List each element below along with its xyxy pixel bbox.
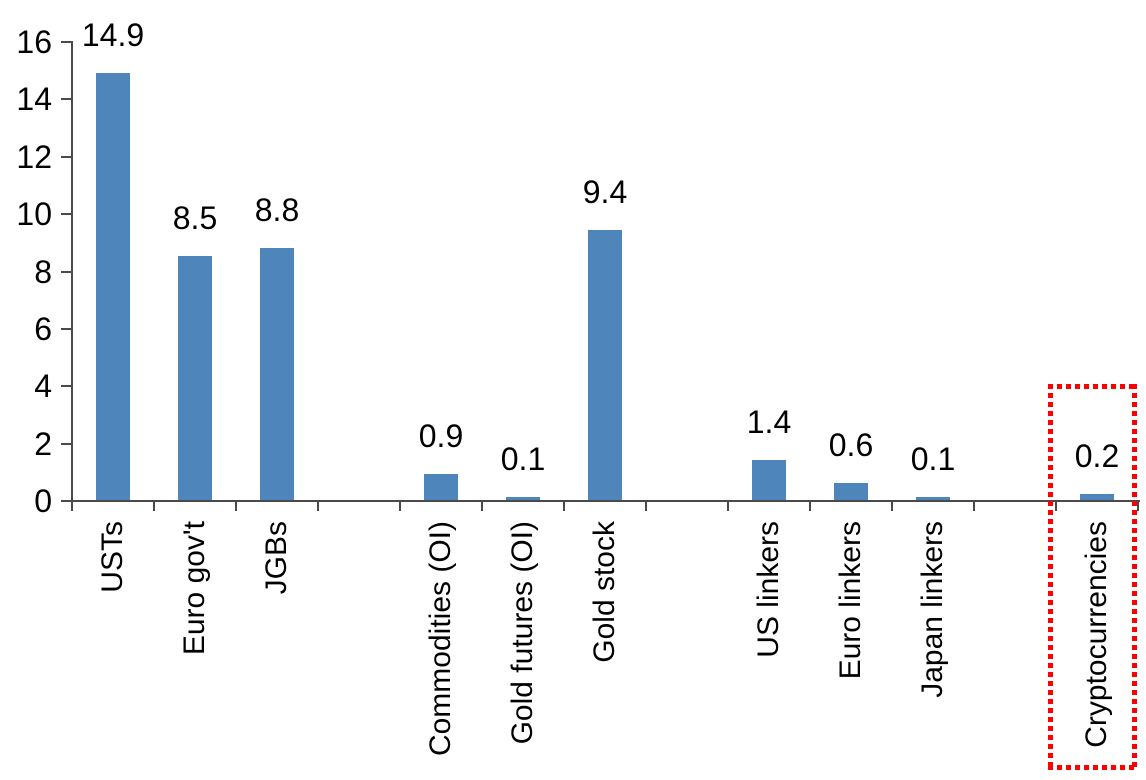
bar (916, 497, 950, 500)
bar-value-label: 0.9 (418, 418, 464, 454)
highlight-box-top (1048, 384, 1137, 389)
x-axis-tick (481, 500, 483, 511)
y-axis-tick (61, 41, 72, 43)
bar-value-label: 0.2 (1074, 438, 1120, 474)
y-tick-label: 16 (16, 24, 52, 60)
bar (834, 483, 868, 500)
y-axis-tick (61, 156, 72, 158)
y-axis-tick (61, 98, 72, 100)
x-category-label: JGBs (260, 521, 293, 595)
bar-value-label: 1.4 (746, 404, 792, 440)
x-axis-tick (153, 500, 155, 511)
x-axis-tick (1137, 500, 1139, 511)
y-axis-tick (61, 500, 72, 502)
y-tick-label: 12 (16, 139, 52, 175)
y-axis-tick (61, 213, 72, 215)
x-category-label: Euro gov't (178, 521, 211, 656)
y-axis-tick (61, 443, 72, 445)
highlight-box-left (1048, 384, 1053, 770)
bar-value-label: 8.8 (254, 192, 300, 228)
x-axis-tick (809, 500, 811, 511)
x-category-label: Japan linkers (916, 521, 949, 698)
y-tick-label: 8 (34, 254, 52, 290)
bar-value-label: 14.9 (81, 17, 145, 53)
x-axis-tick (317, 500, 319, 511)
highlight-box-right (1132, 384, 1137, 770)
x-axis-tick (235, 500, 237, 511)
bar-value-label: 0.6 (828, 427, 874, 463)
y-axis-tick (61, 328, 72, 330)
x-axis-tick (1055, 500, 1057, 511)
bar (1080, 494, 1114, 500)
y-tick-label: 0 (34, 483, 52, 519)
x-category-label: USTs (96, 521, 129, 593)
x-axis-tick (399, 500, 401, 511)
x-axis-tick (891, 500, 893, 511)
x-category-label: Commodities (OI) (424, 521, 457, 757)
x-axis-tick (973, 500, 975, 511)
y-tick-label: 10 (16, 196, 52, 232)
y-tick-label: 4 (34, 368, 52, 404)
x-axis-tick (645, 500, 647, 511)
x-category-label: Cryptocurrencies (1080, 521, 1113, 748)
x-axis-tick (563, 500, 565, 511)
bar-value-label: 0.1 (910, 441, 956, 477)
bar (588, 230, 622, 500)
x-category-label: Gold futures (OI) (506, 521, 539, 745)
x-axis-tick (71, 500, 73, 511)
y-axis-tick (61, 271, 72, 273)
y-tick-label: 2 (34, 426, 52, 462)
bar (260, 248, 294, 500)
x-axis-line (71, 500, 1140, 502)
x-category-label: Euro linkers (834, 521, 867, 680)
bar-value-label: 9.4 (582, 174, 628, 210)
bar-value-label: 0.1 (500, 441, 546, 477)
bar-value-label: 8.5 (172, 200, 218, 236)
bar (96, 73, 130, 500)
bar (424, 474, 458, 500)
y-axis-tick (61, 385, 72, 387)
highlight-box-bottom (1048, 765, 1137, 770)
bar (178, 256, 212, 500)
x-category-label: US linkers (752, 521, 785, 658)
y-tick-label: 6 (34, 311, 52, 347)
bar (752, 460, 786, 500)
y-tick-label: 14 (16, 81, 52, 117)
x-axis-tick (727, 500, 729, 511)
x-category-label: Gold stock (588, 521, 621, 663)
bar (506, 497, 540, 500)
y-axis-line (71, 41, 73, 510)
